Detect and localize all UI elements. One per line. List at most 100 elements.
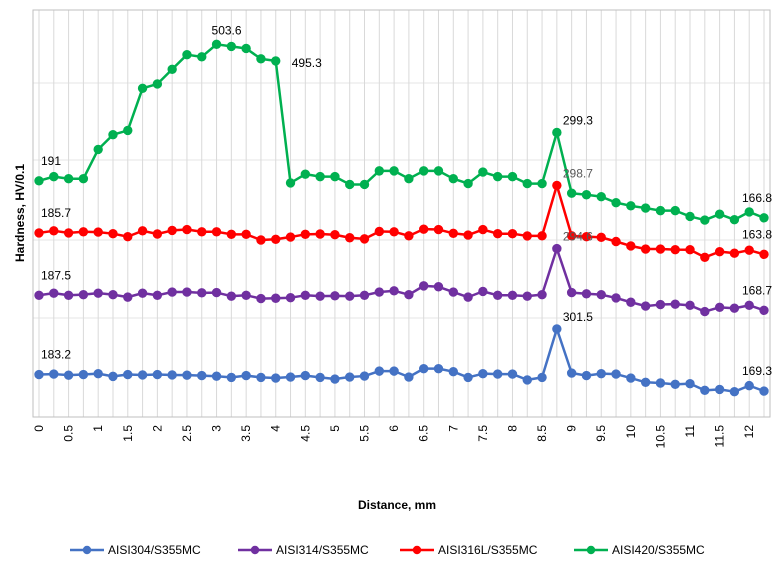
data-point: [182, 49, 192, 60]
data-point: [374, 226, 385, 237]
data-point: [345, 179, 355, 190]
data-point: [345, 233, 355, 243]
data-point: [478, 368, 488, 379]
y-axis-label: Hardness, HV/0.1: [13, 164, 27, 262]
data-point: [300, 370, 311, 381]
x-tick-label: 4.5: [298, 425, 312, 442]
legend-entry: AISI316L/S355MC: [400, 543, 538, 557]
legend-marker: [586, 545, 596, 555]
data-point: [63, 370, 74, 380]
data-point: [197, 227, 207, 237]
data-point: [108, 371, 118, 382]
legend: AISI304/S355MC AISI314/S355MC AISI316L/S35…: [70, 543, 705, 557]
data-point: [522, 291, 532, 301]
data-point: [359, 234, 370, 244]
data-point: [374, 366, 385, 376]
data-point: [300, 229, 311, 240]
data-point: [537, 178, 547, 189]
data-point: [655, 205, 666, 216]
data-point: [49, 369, 59, 379]
x-tick-label: 6.5: [417, 425, 431, 442]
data-point: [626, 201, 636, 211]
data-point: [478, 224, 488, 235]
data-point: [700, 252, 710, 263]
data-point: [596, 191, 606, 202]
data-point: [197, 52, 207, 62]
legend-marker: [82, 545, 92, 555]
data-label: 495.3: [292, 56, 322, 70]
data-point: [640, 244, 651, 254]
data-point: [137, 288, 148, 298]
data-label: 299.3: [563, 113, 593, 127]
data-point: [626, 373, 636, 383]
data-point: [211, 227, 222, 237]
data-point: [226, 372, 237, 383]
data-point: [552, 243, 562, 254]
data-point: [492, 171, 503, 182]
legend-label: AISI420/S355MC: [612, 543, 705, 557]
legend-label: AISI314/S355MC: [276, 543, 369, 557]
data-point: [463, 230, 473, 240]
data-point: [182, 224, 192, 235]
data-point: [330, 291, 340, 301]
x-tick-label: 1.5: [121, 425, 135, 442]
data-point: [93, 227, 103, 237]
data-point: [374, 166, 385, 176]
data-point: [581, 370, 592, 381]
data-point: [418, 281, 429, 291]
axes: [32, 9, 771, 418]
data-point: [448, 366, 458, 377]
legend-entry: AISI304/S355MC: [70, 543, 201, 557]
x-tick-label: 2: [150, 425, 164, 432]
data-label: 298.7: [563, 166, 593, 180]
series-line: [38, 247, 765, 313]
series-line: [38, 43, 765, 222]
data-point: [744, 207, 754, 217]
data-point: [463, 372, 473, 383]
data-point: [34, 290, 44, 300]
grid-lines: [33, 10, 770, 417]
data-label: 163.8: [742, 227, 772, 241]
data-point: [152, 229, 163, 239]
data-point: [759, 386, 769, 396]
data-point: [759, 249, 769, 260]
x-tick-label: 3: [210, 425, 224, 432]
data-point: [167, 287, 177, 297]
data-label: 169.3: [742, 364, 772, 378]
x-tick-label: 5: [328, 425, 342, 432]
data-point: [448, 287, 458, 297]
legend-label: AISI316L/S355MC: [438, 543, 538, 557]
data-point: [63, 228, 74, 238]
data-point: [759, 213, 769, 223]
x-tick-label: 5.5: [358, 425, 372, 442]
data-point: [63, 290, 74, 300]
data-point: [241, 290, 251, 300]
data-point: [685, 211, 695, 222]
data-point: [433, 282, 444, 292]
data-point: [78, 369, 89, 380]
data-point: [433, 166, 444, 176]
data-point: [315, 291, 325, 301]
data-point: [34, 369, 44, 380]
data-point: [552, 324, 562, 334]
data-point: [330, 374, 340, 384]
data-point: [448, 174, 458, 184]
data-point: [640, 377, 651, 387]
data-point: [211, 39, 222, 50]
x-tick-label: 0: [32, 425, 46, 432]
series-aisi420-s355mc: [34, 39, 769, 225]
data-point: [93, 288, 103, 298]
data-point: [566, 231, 577, 241]
x-axis-label: Distance, mm: [358, 498, 436, 512]
data-point: [241, 229, 251, 240]
data-point: [78, 174, 89, 184]
data-point: [256, 54, 266, 64]
data-point: [152, 369, 163, 380]
data-point: [241, 370, 251, 381]
data-point: [581, 289, 592, 299]
x-tick-label: 9.5: [594, 425, 608, 442]
data-point: [685, 245, 695, 255]
data-point: [463, 292, 473, 302]
data-point: [226, 229, 237, 240]
x-tick-label: 0.5: [62, 425, 76, 442]
